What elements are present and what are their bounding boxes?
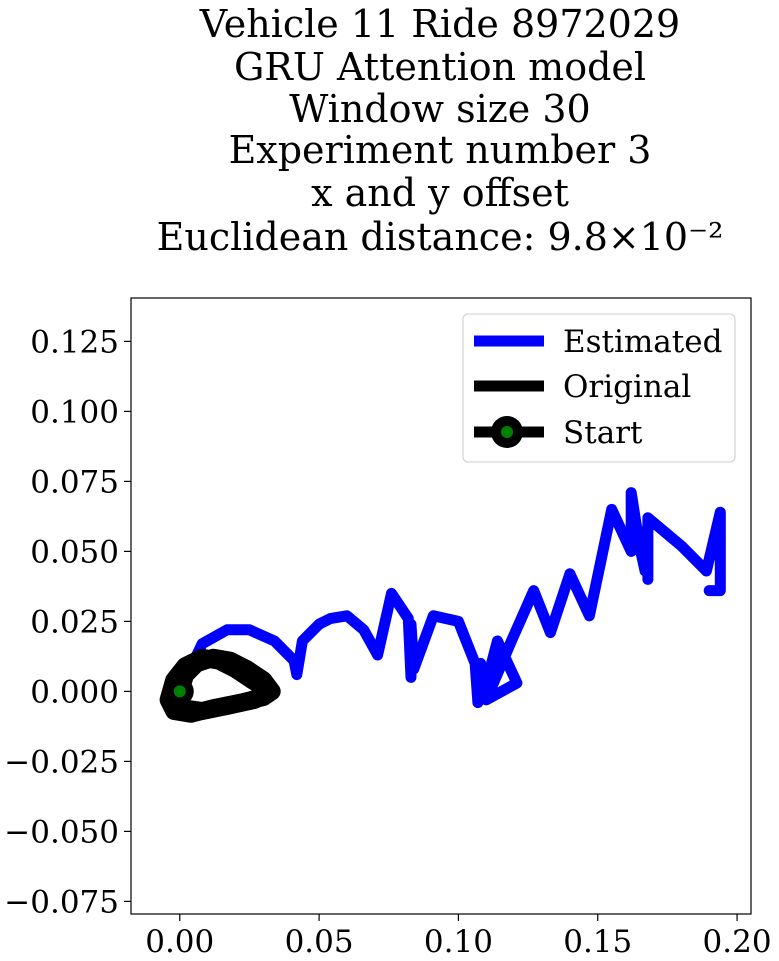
y-tick-label: −0.050 [4, 814, 119, 850]
legend-label-start: Start [563, 415, 643, 451]
axes-frame [130, 297, 752, 915]
title-line-5: x and y offset [311, 171, 569, 215]
plot-area [159, 487, 726, 723]
y-tick-label: 0.050 [30, 534, 119, 570]
x-axis: 0.00 0.05 0.10 0.15 0.20 [145, 914, 772, 960]
x-tick-label: 0.20 [703, 924, 772, 960]
legend-label-estimated: Estimated [563, 324, 722, 360]
y-tick-label: −0.025 [4, 744, 119, 780]
y-axis: 0.125 0.100 0.075 0.050 0.025 0.000 −0.025 −0.0… [4, 324, 131, 920]
title-line-3: Window size 30 [289, 87, 590, 131]
title-line-4: Experiment number 3 [229, 128, 652, 172]
y-tick-label: 0.000 [30, 674, 119, 710]
start-marker-dot [173, 685, 186, 698]
legend-label-original: Original [563, 369, 691, 405]
y-tick-label: −0.075 [4, 884, 119, 920]
y-tick-label: 0.100 [30, 394, 119, 430]
chart-title: Vehicle 11 Ride 8972029 GRU Attention mo… [157, 2, 724, 259]
start-marker [165, 677, 194, 706]
title-line-2: GRU Attention model [234, 45, 646, 89]
title-line-1: Vehicle 11 Ride 8972029 [199, 2, 680, 46]
legend: Estimated Original Start [462, 313, 736, 463]
y-tick-label: 0.025 [30, 604, 119, 640]
x-tick-label: 0.10 [424, 924, 493, 960]
y-tick-label: 0.075 [30, 464, 119, 500]
x-tick-label: 0.15 [563, 924, 632, 960]
legend-start-dot [501, 426, 513, 438]
x-tick-label: 0.05 [285, 924, 354, 960]
title-line-6: Euclidean distance: 9.8×10⁻² [157, 215, 724, 259]
x-tick-label: 0.00 [145, 924, 214, 960]
legend-box [462, 313, 736, 463]
series-estimated-line [174, 487, 726, 709]
series-original-line [159, 648, 281, 723]
y-tick-label: 0.125 [30, 324, 119, 360]
